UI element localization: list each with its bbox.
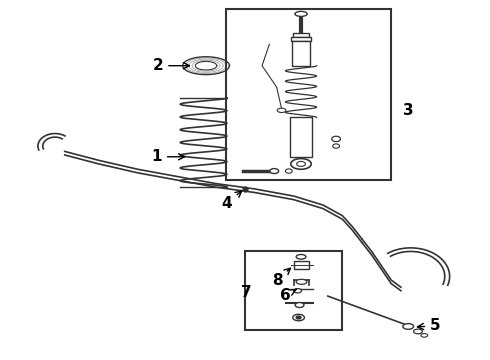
Text: 2: 2	[152, 58, 190, 73]
Text: 6: 6	[280, 288, 296, 302]
Text: 1: 1	[151, 149, 185, 164]
Ellipse shape	[270, 168, 279, 174]
Ellipse shape	[296, 255, 306, 259]
Ellipse shape	[286, 169, 292, 173]
Ellipse shape	[403, 324, 414, 329]
Ellipse shape	[421, 334, 428, 337]
Ellipse shape	[295, 302, 304, 307]
Ellipse shape	[291, 158, 311, 169]
Text: 3: 3	[403, 103, 414, 118]
Ellipse shape	[296, 279, 307, 284]
Bar	[294, 261, 309, 269]
Bar	[245, 251, 343, 330]
Bar	[292, 41, 310, 66]
Ellipse shape	[277, 108, 286, 112]
FancyBboxPatch shape	[291, 37, 311, 41]
Ellipse shape	[414, 329, 422, 334]
Text: 7: 7	[241, 285, 252, 300]
Text: 4: 4	[221, 191, 242, 211]
Ellipse shape	[295, 12, 307, 17]
FancyBboxPatch shape	[293, 33, 309, 37]
Ellipse shape	[296, 161, 305, 166]
Bar	[290, 117, 312, 157]
Ellipse shape	[294, 289, 301, 293]
Text: 5: 5	[417, 318, 441, 333]
Ellipse shape	[293, 314, 304, 321]
Ellipse shape	[296, 316, 301, 319]
Ellipse shape	[332, 136, 341, 141]
Ellipse shape	[333, 144, 340, 148]
Text: 8: 8	[272, 268, 291, 288]
Bar	[225, 9, 391, 180]
